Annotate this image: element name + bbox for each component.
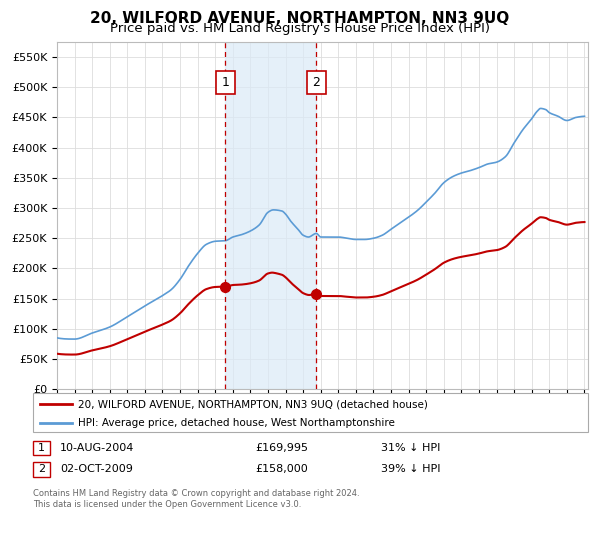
Text: Contains HM Land Registry data © Crown copyright and database right 2024.: Contains HM Land Registry data © Crown c… xyxy=(33,489,359,498)
Text: 20, WILFORD AVENUE, NORTHAMPTON, NN3 9UQ (detached house): 20, WILFORD AVENUE, NORTHAMPTON, NN3 9UQ… xyxy=(78,399,428,409)
Text: 31% ↓ HPI: 31% ↓ HPI xyxy=(381,443,440,453)
Text: 2: 2 xyxy=(313,76,320,89)
Bar xyxy=(216,71,235,94)
Text: 39% ↓ HPI: 39% ↓ HPI xyxy=(381,464,440,474)
Text: 1: 1 xyxy=(38,443,45,453)
Text: £158,000: £158,000 xyxy=(255,464,308,474)
Text: 1: 1 xyxy=(221,76,229,89)
Text: Price paid vs. HM Land Registry's House Price Index (HPI): Price paid vs. HM Land Registry's House … xyxy=(110,22,490,35)
Bar xyxy=(226,42,316,389)
Text: 10-AUG-2004: 10-AUG-2004 xyxy=(60,443,134,453)
Text: 20, WILFORD AVENUE, NORTHAMPTON, NN3 9UQ: 20, WILFORD AVENUE, NORTHAMPTON, NN3 9UQ xyxy=(91,11,509,26)
Text: HPI: Average price, detached house, West Northamptonshire: HPI: Average price, detached house, West… xyxy=(78,418,395,427)
Bar xyxy=(307,71,326,94)
Text: 2: 2 xyxy=(38,464,45,474)
Text: This data is licensed under the Open Government Licence v3.0.: This data is licensed under the Open Gov… xyxy=(33,500,301,508)
Text: 02-OCT-2009: 02-OCT-2009 xyxy=(60,464,133,474)
Text: £169,995: £169,995 xyxy=(255,443,308,453)
